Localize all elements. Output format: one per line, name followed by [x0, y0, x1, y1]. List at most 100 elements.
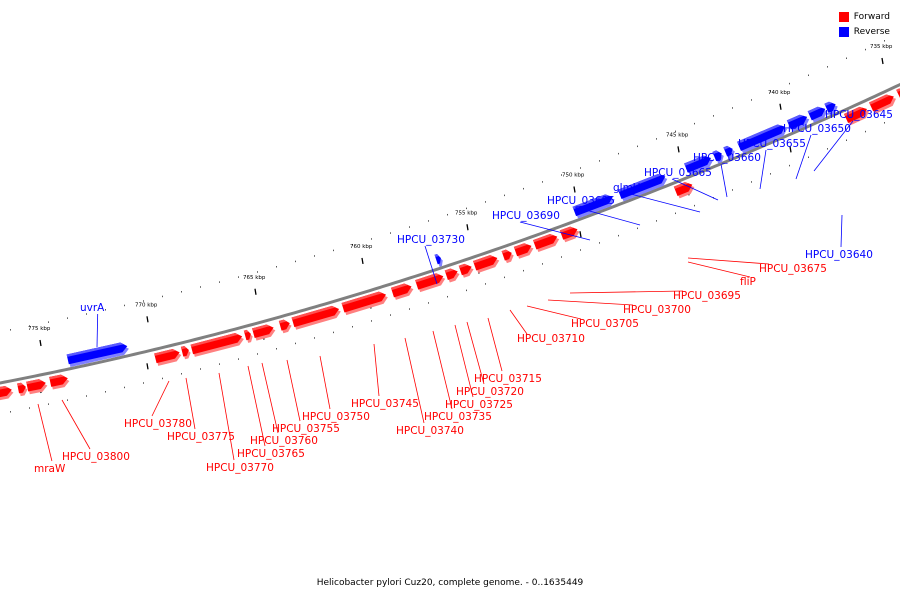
forward-gene-arrow[interactable] [0, 385, 14, 401]
forward-gene-arrow[interactable] [444, 266, 461, 283]
reverse-gene-arrow[interactable] [786, 112, 811, 132]
forward-gene-arrow[interactable] [501, 248, 516, 264]
forward-gene-arrow[interactable] [341, 290, 390, 316]
leader-line [319, 355, 331, 410]
gene-label-hpcu_03730[interactable]: HPCU_03730 [397, 234, 465, 246]
forward-gene-arrow[interactable] [869, 92, 898, 115]
gene-body [737, 124, 785, 151]
gene-highlight [869, 94, 891, 105]
gene-label-hpcu_03770[interactable]: HPCU_03770 [206, 462, 274, 474]
gene-label-hpcu_03755[interactable]: HPCU_03755 [272, 423, 340, 435]
gene-label-hpcu_03765[interactable]: HPCU_03765 [237, 448, 305, 460]
major-tick [881, 57, 884, 65]
minor-tick [447, 295, 448, 298]
gene-label-hpcu_03675[interactable]: HPCU_03675 [759, 263, 827, 275]
gene-label-hpcu_03705[interactable]: HPCU_03705 [571, 318, 639, 330]
forward-gene-arrow[interactable] [458, 262, 475, 278]
gene-label-hpcu_03720[interactable]: HPCU_03720 [456, 386, 524, 398]
forward-gene-arrow[interactable] [17, 382, 28, 397]
minor-tick [884, 40, 885, 42]
gene-label-hpcu_03715[interactable]: HPCU_03715 [474, 373, 542, 385]
minor-tick [29, 325, 30, 327]
forward-gene-arrow[interactable] [154, 347, 182, 366]
reverse-gene-arrow[interactable] [723, 144, 736, 159]
minor-tick [143, 382, 144, 384]
reverse-gene-arrow[interactable] [712, 149, 725, 164]
gene-label-hpcu_03725[interactable]: HPCU_03725 [445, 399, 513, 411]
gene-label-glmu[interactable]: glmU [613, 182, 641, 194]
tick-label: 775 kbp [28, 326, 51, 332]
reverse-gene-arrow[interactable] [824, 99, 839, 116]
tick-label: 750 kbp [562, 172, 585, 178]
gene-label-hpcu_03750[interactable]: HPCU_03750 [302, 411, 370, 423]
gene-highlight [180, 346, 187, 350]
reverse-gene-arrow[interactable] [572, 192, 617, 219]
forward-gene-arrow[interactable] [533, 232, 561, 253]
reverse-gene-arrow[interactable] [737, 122, 789, 154]
forward-gene-arrow[interactable] [513, 241, 535, 259]
reverse-gene-arrow[interactable] [434, 253, 445, 267]
minor-tick [371, 320, 372, 322]
forward-gene-arrow[interactable] [896, 86, 900, 102]
forward-gene-arrow[interactable] [390, 281, 415, 300]
minor-tick [200, 286, 201, 288]
gene-label-hpcu_03645[interactable]: HPCU_03645 [825, 109, 893, 121]
gene-label-uvra[interactable]: uvrA [80, 302, 105, 314]
gene-label-hpcu_03650[interactable]: HPCU_03650 [783, 123, 851, 135]
forward-gene-arrow[interactable] [559, 224, 581, 243]
forward-gene-arrow[interactable] [415, 271, 447, 293]
gene-label-hpcu_03800[interactable]: HPCU_03800 [62, 451, 130, 463]
reverse-gene-arrow[interactable] [66, 341, 130, 367]
forward-gene-arrow[interactable] [252, 323, 277, 341]
gene-label-hpcu_03760[interactable]: HPCU_03760 [250, 435, 318, 447]
gene-highlight [434, 254, 439, 258]
forward-gene-arrow[interactable] [190, 331, 246, 357]
gene-body [415, 273, 444, 290]
leader-line [261, 362, 279, 434]
forward-gene-arrow[interactable] [278, 318, 293, 334]
reverse-gene-arrow[interactable] [684, 153, 715, 176]
gene-body [291, 305, 340, 328]
minor-tick [789, 82, 790, 85]
gene-label-hpcu_03685[interactable]: HPCU_03685 [547, 195, 615, 207]
forward-gene-arrow[interactable] [843, 104, 871, 126]
gene-body [617, 174, 666, 200]
forward-gene-arrow[interactable] [26, 378, 48, 395]
minor-tick [637, 145, 638, 148]
gene-highlight [501, 249, 509, 254]
reverse-gene-arrow[interactable] [807, 104, 830, 123]
forward-gene-arrow[interactable] [180, 345, 192, 360]
gene-label-hpcu_03700[interactable]: HPCU_03700 [623, 304, 691, 316]
minor-tick [390, 314, 391, 316]
tick-label: 760 kbp [350, 244, 373, 250]
minor-tick [618, 234, 619, 237]
gene-label-hpcu_03695[interactable]: HPCU_03695 [673, 290, 741, 302]
gene-label-mraw[interactable]: mraW [34, 463, 66, 475]
forward-gene-arrow[interactable] [49, 373, 70, 390]
minor-tick [808, 74, 809, 77]
gene-label-hpcu_03735[interactable]: HPCU_03735 [424, 411, 492, 423]
gene-label-hpcu_03690[interactable]: HPCU_03690 [492, 210, 560, 222]
leader-line [185, 377, 196, 430]
major-tick [573, 186, 576, 193]
forward-gene-arrow[interactable] [291, 304, 343, 330]
gene-label-hpcu_03660[interactable]: HPCU_03660 [693, 152, 761, 164]
gene-label-flip[interactable]: fliP [740, 276, 756, 288]
minor-tick [561, 256, 562, 258]
gene-label-hpcu_03780[interactable]: HPCU_03780 [124, 418, 192, 430]
minor-tick-dots [10, 40, 885, 413]
forward-gene-arrow[interactable] [473, 253, 501, 273]
minor-tick [276, 266, 277, 268]
gene-label-hpcu_03740[interactable]: HPCU_03740 [396, 425, 464, 437]
gene-label-hpcu_03775[interactable]: HPCU_03775 [167, 431, 235, 443]
minor-tick [352, 325, 353, 328]
gene-label-hpcu_03655[interactable]: HPCU_03655 [738, 138, 806, 150]
gene-label-hpcu_03640[interactable]: HPCU_03640 [805, 249, 873, 261]
gene-label-hpcu_03745[interactable]: HPCU_03745 [351, 398, 419, 410]
minor-tick [181, 291, 182, 293]
reverse-gene-arrow[interactable] [617, 171, 669, 202]
gene-label-hpcu_03665[interactable]: HPCU_03665 [644, 167, 712, 179]
forward-gene-arrow[interactable] [673, 180, 696, 199]
forward-gene-arrow[interactable] [243, 329, 254, 343]
gene-label-hpcu_03710[interactable]: HPCU_03710 [517, 333, 585, 345]
